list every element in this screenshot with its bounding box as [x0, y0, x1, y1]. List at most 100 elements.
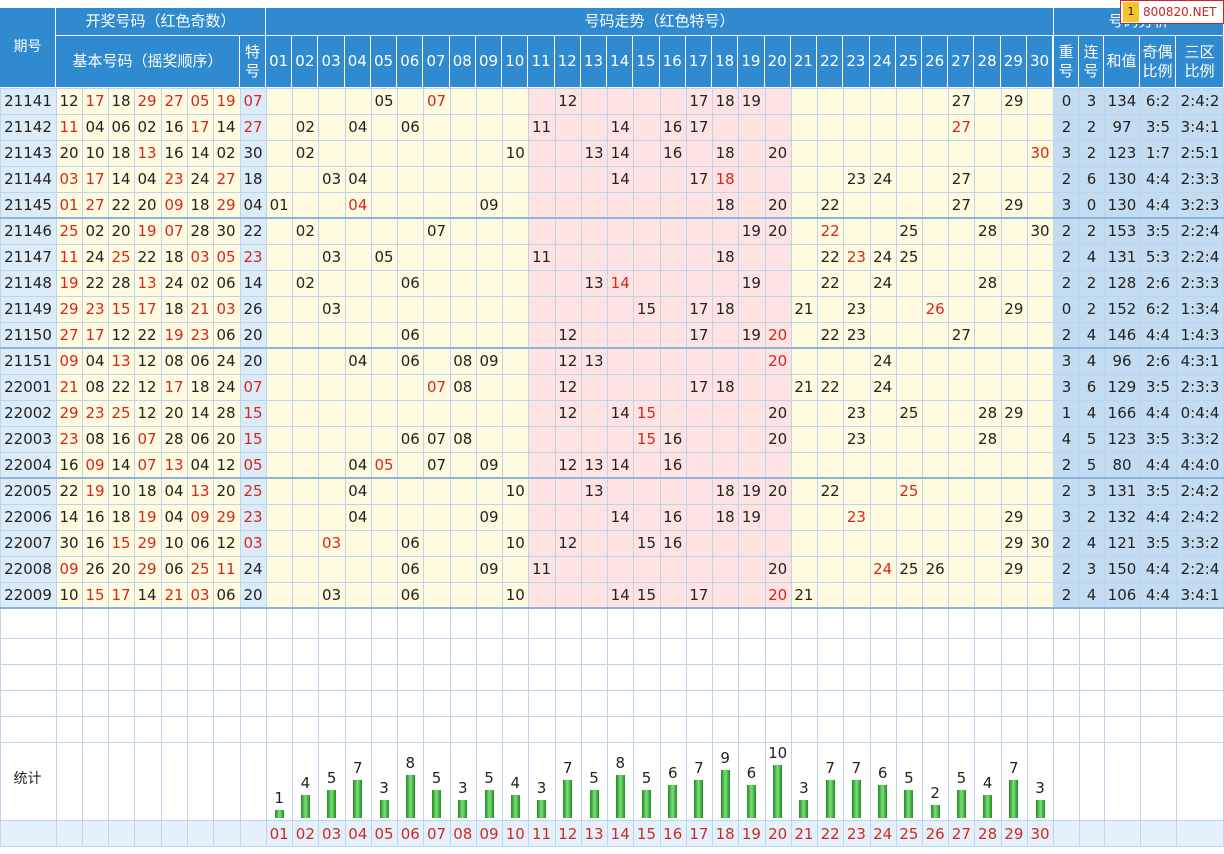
trend-number: 06 [400, 560, 420, 578]
trend-number: 22 [820, 482, 840, 500]
bottom-label-strip [0, 820, 1224, 846]
bar-13 [589, 790, 599, 818]
table-row: 22001 21 08 22 12 17 18 24 07 07 08 12 17 18 21 22 24 3 6 1… [0, 374, 1224, 400]
trend-number: 22 [820, 196, 840, 214]
trend-number: 28 [978, 430, 998, 448]
table-row: 21150 27 17 12 22 19 23 06 20 06 12 17 19 20 22 23 27 2 4 1… [0, 322, 1224, 348]
row-base-number: 01 [59, 196, 79, 214]
row-analysis-bg [1054, 270, 1224, 296]
grid-hline [0, 244, 1224, 245]
row-id: 22003 [4, 430, 52, 448]
row-zone-3 [790, 270, 1054, 296]
row-nums-bg [56, 88, 240, 114]
trend-number: 27 [951, 196, 971, 214]
row-he: 123 [1107, 144, 1137, 162]
row-chong: 2 [1061, 586, 1072, 604]
row-zone-2 [528, 400, 791, 426]
row-base-number: 22 [85, 274, 105, 292]
row-base-number: 20 [137, 196, 157, 214]
header-number-12: 12 [554, 36, 581, 88]
grid-vline [1104, 88, 1105, 846]
row-analysis-bg [1054, 296, 1224, 322]
row-base-number: 15 [85, 586, 105, 604]
row-he: 129 [1107, 378, 1137, 396]
trend-number: 12 [558, 456, 578, 474]
row-base-number: 13 [137, 274, 157, 292]
grid-hline [0, 846, 1224, 847]
trend-number: 24 [873, 352, 893, 370]
trend-number: 05 [374, 248, 394, 266]
row-base-number: 12 [137, 404, 157, 422]
bar-value-29: 7 [1009, 759, 1019, 777]
header-number-22: 22 [817, 36, 844, 88]
row-zone-3 [790, 478, 1054, 504]
trend-number: 20 [768, 560, 788, 578]
trend-number: 24 [873, 274, 893, 292]
row-base-number: 13 [164, 456, 184, 474]
grid-vline [108, 88, 109, 846]
grid-hline [0, 140, 1224, 141]
trend-number: 18 [715, 144, 735, 162]
grid-vline [712, 88, 713, 846]
header-number-11: 11 [528, 36, 555, 88]
row-sq: 2:5:1 [1180, 144, 1220, 162]
row-zone-2 [528, 140, 791, 166]
grid-hline [0, 114, 1224, 115]
row-zone-2 [528, 166, 791, 192]
row-zone-2 [528, 218, 791, 244]
row-base-number: 11 [59, 248, 79, 266]
row-analysis-bg [1054, 114, 1224, 140]
row-chong: 2 [1061, 326, 1072, 344]
bar-value-01: 1 [274, 789, 284, 807]
site-badge[interactable]: 1 800820.NET [1120, 0, 1224, 24]
bar-value-19: 6 [746, 764, 757, 782]
row-base-number: 25 [59, 222, 79, 240]
row-te-bg [240, 556, 266, 582]
row-base-number: 24 [216, 352, 236, 370]
bar-value-02: 4 [300, 774, 311, 792]
row-base-number: 06 [111, 118, 131, 136]
row-sq: 2:4:2 [1180, 508, 1220, 526]
row-base-number: 23 [59, 430, 79, 448]
bar-19 [746, 785, 756, 818]
row-zone-2 [528, 114, 791, 140]
row-base-number: 18 [190, 196, 210, 214]
trend-number: 20 [768, 482, 788, 500]
row-jo: 1:7 [1145, 144, 1171, 162]
row-lian: 5 [1086, 456, 1097, 474]
trend-number: 14 [610, 456, 630, 474]
row-sq: 1:4:3 [1180, 326, 1220, 344]
row-base-number: 15 [111, 300, 131, 318]
row-lian: 3 [1086, 560, 1097, 578]
grid-vline [633, 88, 634, 846]
row-nums-bg [56, 582, 240, 608]
trend-number: 23 [846, 326, 866, 344]
row-lian: 0 [1086, 196, 1097, 214]
grid-hline [0, 556, 1224, 557]
row-sq: 1:3:4 [1180, 300, 1220, 318]
row-base-number: 07 [164, 222, 184, 240]
trend-number: 04 [348, 456, 368, 474]
row-he: 131 [1107, 248, 1137, 266]
trend-number: 30 [1030, 534, 1050, 552]
table-row: 21151 09 04 13 12 08 06 24 20 04 06 08 09 12 13 20 24 3 4 9… [0, 348, 1224, 374]
trend-number: 06 [400, 430, 420, 448]
trend-number: 08 [453, 430, 473, 448]
trend-number: 09 [479, 560, 499, 578]
table-row: 22006 14 16 18 19 04 09 29 23 04 09 14 16 18 19 23 29 3 2 1… [0, 504, 1224, 530]
trend-number: 25 [899, 222, 919, 240]
trend-number: 08 [453, 378, 473, 396]
row-analysis-bg [1054, 218, 1224, 244]
trend-number: 19 [741, 508, 761, 526]
row-analysis-bg [1054, 374, 1224, 400]
row-he: 134 [1107, 92, 1137, 110]
trend-number: 25 [899, 248, 919, 266]
trend-number: 13 [584, 274, 604, 292]
row-base-number: 04 [85, 118, 105, 136]
row-analysis-bg [1054, 556, 1224, 582]
row-lian: 2 [1086, 222, 1097, 240]
bar-28 [983, 795, 993, 818]
row-te-bg [240, 244, 266, 270]
trend-number: 04 [348, 118, 368, 136]
row-base-number: 03 [59, 170, 79, 188]
